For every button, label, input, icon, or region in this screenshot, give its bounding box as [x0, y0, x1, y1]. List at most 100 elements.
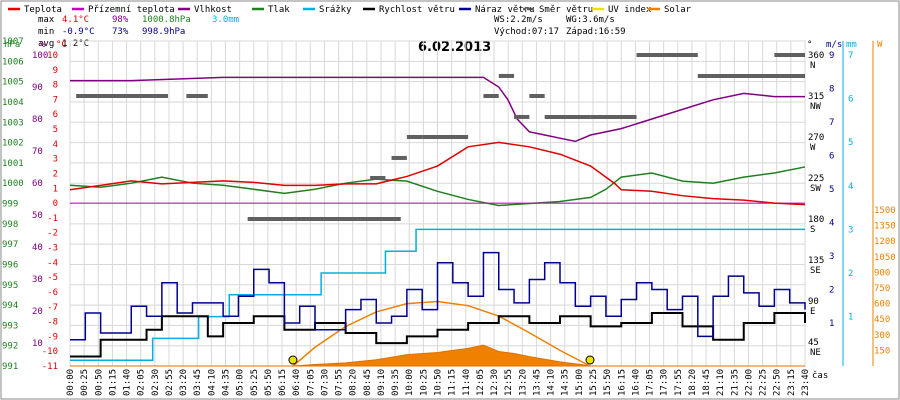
c-tick-label: -11 [42, 362, 58, 372]
ms-tick-label: 2 [829, 286, 834, 296]
time-tick-label: 13:45 [532, 369, 542, 396]
hpa-tick-label: 991 [2, 362, 18, 372]
legend: Teplota Přízemní teplota Vlhkost Tlak Srážky… [8, 5, 692, 15]
time-tick-label: 03:45 [193, 369, 203, 396]
legend-label-smer: Směr větru [539, 5, 593, 15]
c-tick-label: 0 [53, 199, 58, 209]
mm-tick-label: 3 [848, 225, 853, 235]
ms-tick-label: 4 [829, 219, 834, 229]
time-tick-label: 00:50 [94, 369, 104, 396]
c-tick-label: 3 [53, 155, 58, 165]
deg-tick-label: 270 [808, 133, 824, 143]
mm-tick-label: 1 [848, 313, 853, 323]
ms-tick-label: 8 [829, 85, 834, 95]
temperature-line [69, 141, 806, 206]
legend-label-rychlost: Rychlost větru [379, 5, 455, 15]
wind-gust-line [70, 251, 806, 341]
deg-tick-label: 315 [808, 92, 824, 102]
w-tick-label: 1350 [874, 222, 896, 232]
hpa-tick-label: 993 [2, 321, 18, 331]
deg-tick-label: 90 [808, 297, 819, 307]
max-label: max [38, 15, 55, 25]
time-tick-label: 21:35 [730, 369, 740, 396]
min-hum: 73% [112, 27, 129, 37]
hpa-tick-label: 1007 [2, 37, 24, 47]
deg-tick-label: 180 [808, 215, 824, 225]
deg-dir-label: SW [810, 184, 821, 194]
w-tick-label: 1050 [874, 253, 896, 263]
w-tick-label: 1200 [874, 237, 896, 247]
time-tick-label: 12:30 [490, 369, 500, 396]
c-tick-label: -10 [42, 347, 58, 357]
c-tick-label: 8 [53, 81, 58, 91]
hpa-tick-label: 999 [2, 200, 18, 210]
c-tick-label: -4 [47, 258, 58, 268]
solar-area [70, 344, 805, 367]
deg-tick-label: 225 [808, 174, 824, 184]
hpa-tick-label: 1006 [2, 57, 24, 67]
time-tick-label: 02:55 [165, 369, 175, 396]
time-tick-label: 11:15 [448, 369, 458, 396]
hpa-tick-label: 997 [2, 240, 18, 250]
hpa-tick-label: 996 [2, 260, 18, 270]
time-tick-label: 15:50 [603, 369, 613, 396]
pct-tick-label: 80 [32, 115, 43, 125]
deg-dir-label: N [810, 61, 815, 71]
time-tick-label: 14:35 [561, 369, 571, 396]
time-axis-label: čas [812, 370, 828, 381]
deg-unit-label: ° [807, 40, 812, 50]
deg-dir-label: S [810, 225, 815, 235]
time-tick-label: 07:30 [320, 369, 330, 396]
time-tick-label: 17:05 [646, 369, 656, 396]
c-tick-label: 5 [53, 125, 58, 135]
time-tick-label: 05:00 [236, 369, 246, 396]
time-tick-label: 21:10 [716, 369, 726, 396]
w-tick-label: 150 [874, 346, 890, 356]
time-tick-label: 12:55 [504, 369, 514, 396]
deg-dir-label: E [810, 307, 815, 317]
time-tick-label: 23:40 [801, 369, 811, 396]
legend-label-teplota: Teplota [24, 5, 62, 15]
hpa-tick-label: 995 [2, 281, 18, 291]
mm-tick-label: 6 [848, 95, 853, 105]
hpa-tick-label: 1005 [2, 78, 24, 88]
wind-gust-max: WG:3.6m/s [566, 15, 615, 25]
c-tick-label: -3 [47, 244, 58, 254]
pct-tick-label: 90 [32, 83, 43, 93]
c-tick-label: 4 [53, 140, 58, 150]
hpa-tick-label: 992 [2, 342, 18, 352]
time-tick-label: 10:25 [419, 369, 429, 396]
time-tick-label: 09:10 [377, 369, 387, 396]
c-tick-label: 2 [53, 169, 58, 179]
time-tick-label: 00:25 [80, 369, 90, 396]
stats-block: max 4.1°C 98% 1000.8hPa 3.0mm min -0.9°C… [38, 15, 626, 49]
legend-label-tlak: Tlak [268, 5, 290, 15]
time-tick-label: 07:55 [335, 369, 345, 396]
time-tick-label: 02:05 [137, 369, 147, 396]
ms-tick-label: 9 [829, 51, 834, 61]
time-tick-label: 18:45 [702, 369, 712, 396]
time-tick-label: 00:00 [66, 369, 76, 396]
pct-tick-label: 100 [32, 51, 48, 61]
hpa-tick-label: 1004 [2, 98, 24, 108]
time-tick-label: 10:50 [434, 369, 444, 396]
axes: 1007100610051004100310021001100099999899… [2, 37, 896, 396]
time-tick-label: 04:10 [207, 369, 217, 396]
time-tick-label: 08:45 [363, 369, 373, 396]
c-tick-label: -9 [47, 332, 58, 342]
pct-tick-label: 10 [32, 339, 43, 349]
time-tick-label: 05:50 [264, 369, 274, 396]
pressure-line [69, 166, 806, 207]
hpa-tick-label: 1001 [2, 159, 24, 169]
deg-dir-label: NW [810, 102, 821, 112]
time-tick-label: 03:20 [179, 369, 189, 396]
pct-tick-label: 30 [32, 275, 43, 285]
pct-tick-label: 60 [32, 179, 43, 189]
time-tick-label: 07:05 [306, 369, 316, 396]
mm-tick-label: 2 [848, 269, 853, 279]
hpa-tick-label: 1000 [2, 179, 24, 189]
time-tick-label: 22:25 [759, 369, 769, 396]
deg-tick-label: 360 [808, 51, 824, 61]
time-tick-label: 15:00 [575, 369, 585, 396]
